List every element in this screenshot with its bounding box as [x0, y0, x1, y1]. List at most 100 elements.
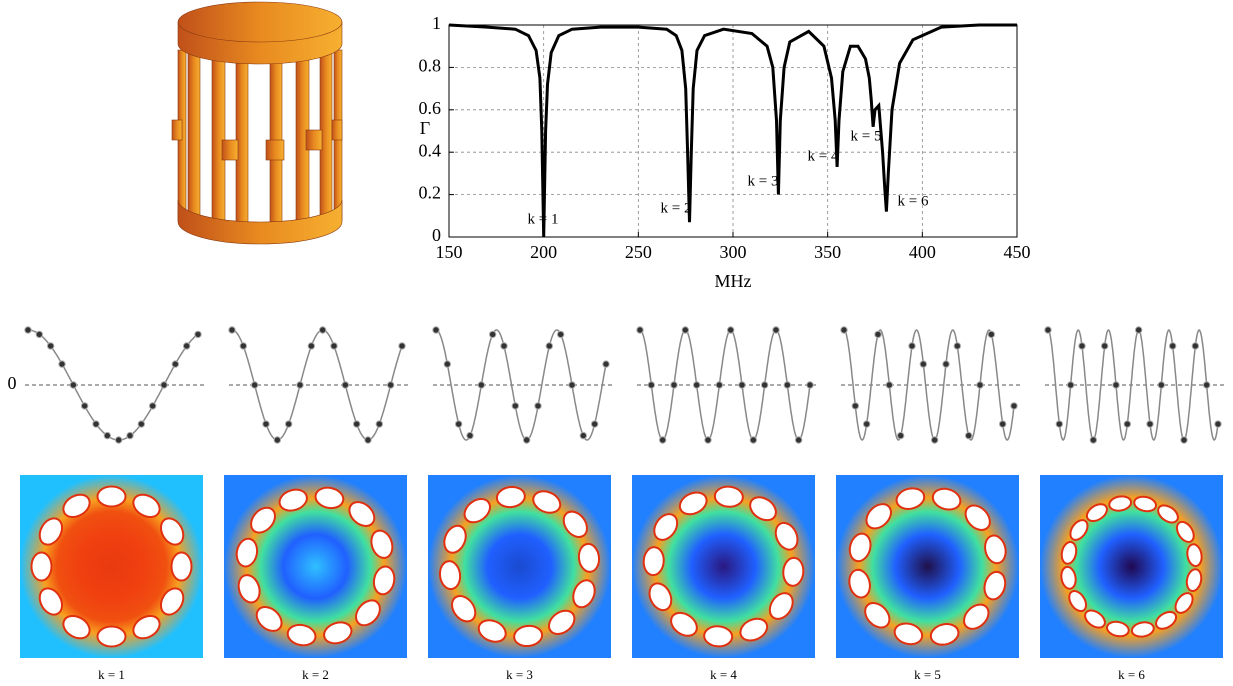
mode-point	[716, 382, 722, 388]
mode-point	[1124, 421, 1130, 427]
mode-point	[1079, 343, 1085, 349]
reflection-plot: 00.20.40.60.81150200250300350400450MHzΓk…	[419, 13, 1031, 291]
y-tick-label: 1	[432, 13, 441, 33]
mode-point	[705, 437, 711, 443]
annotation: k = 4	[808, 148, 839, 164]
mode-point	[195, 331, 201, 337]
mode-point	[478, 382, 484, 388]
y-tick-label: 0.8	[419, 56, 442, 76]
mode-point	[863, 421, 869, 427]
y-tick-label: 0.4	[419, 140, 442, 160]
mode-point	[229, 327, 235, 333]
mode-point	[240, 343, 246, 349]
mode-point	[909, 343, 915, 349]
mode-point	[93, 421, 99, 427]
mode-point	[1158, 382, 1164, 388]
mode-point	[557, 331, 563, 337]
mode-label: k = 6	[1118, 667, 1145, 682]
mode-point	[637, 327, 643, 333]
mode-point	[535, 403, 541, 409]
mode-point	[1090, 437, 1096, 443]
x-tick-label: 200	[530, 242, 557, 262]
mode-point	[444, 361, 450, 367]
x-tick-label: 400	[909, 242, 936, 262]
mode-point	[1045, 327, 1051, 333]
mode-point	[1147, 421, 1153, 427]
mode-point	[104, 432, 110, 438]
mode-point	[841, 327, 847, 333]
mode-point	[1135, 327, 1141, 333]
mode-point	[988, 331, 994, 337]
mode-point	[523, 437, 529, 443]
mode-point	[569, 382, 575, 388]
mode-point	[274, 437, 280, 443]
mode-point	[1056, 421, 1062, 427]
mode-point	[467, 432, 473, 438]
mode-point	[1101, 343, 1107, 349]
mode-point	[1192, 343, 1198, 349]
mode-point	[761, 382, 767, 388]
mode-point	[1181, 437, 1187, 443]
mode-point	[727, 327, 733, 333]
mode-point	[875, 331, 881, 337]
y-axis-label: Γ	[420, 118, 430, 138]
mode-point	[489, 331, 495, 337]
mode-point	[512, 403, 518, 409]
mode-point	[784, 382, 790, 388]
mode-point	[376, 421, 382, 427]
mode-point	[36, 331, 42, 337]
mode-point	[852, 403, 858, 409]
mode-point	[331, 343, 337, 349]
mode-point	[81, 403, 87, 409]
mode-point	[308, 343, 314, 349]
mode-point	[263, 421, 269, 427]
mode-point	[183, 343, 189, 349]
mode-point	[172, 361, 178, 367]
mode-point	[1215, 421, 1221, 427]
mode-point	[671, 382, 677, 388]
mode-point	[342, 382, 348, 388]
mode-point	[1011, 403, 1017, 409]
mode-label: k = 4	[710, 667, 737, 682]
mode-point	[886, 382, 892, 388]
mode-point	[399, 343, 405, 349]
annotation: k = 1	[528, 211, 559, 227]
x-tick-label: 250	[625, 242, 652, 262]
field-lobe	[172, 553, 192, 581]
mode-shapes: 0	[8, 327, 1227, 443]
mode-label: k = 1	[98, 667, 125, 682]
mode-point	[365, 437, 371, 443]
mode-point	[795, 437, 801, 443]
mode-point	[161, 382, 167, 388]
annotation: k = 2	[661, 200, 692, 216]
annotation: k = 6	[898, 193, 929, 209]
mode-point	[591, 421, 597, 427]
mode-point	[807, 382, 813, 388]
mode-point	[931, 437, 937, 443]
mode-point	[433, 327, 439, 333]
mode-label: k = 2	[302, 667, 329, 682]
annotation: k = 5	[851, 128, 882, 144]
field-lobe	[98, 627, 126, 647]
mode-point	[251, 382, 257, 388]
mode-point	[149, 403, 155, 409]
mode-point	[1169, 343, 1175, 349]
mode-point	[127, 432, 133, 438]
annotation: k = 3	[748, 173, 779, 189]
mode-point	[999, 421, 1005, 427]
x-tick-label: 150	[436, 242, 463, 262]
mode-point	[965, 432, 971, 438]
mode-point	[353, 421, 359, 427]
mode-point	[682, 327, 688, 333]
mode-point	[580, 432, 586, 438]
mode-point	[648, 382, 654, 388]
mode-point	[455, 421, 461, 427]
field-map	[836, 475, 1019, 658]
mode-point	[750, 437, 756, 443]
x-tick-label: 450	[1004, 242, 1031, 262]
mode-point	[659, 437, 665, 443]
mode-point	[739, 382, 745, 388]
mode-point	[977, 382, 983, 388]
mode-point	[693, 382, 699, 388]
